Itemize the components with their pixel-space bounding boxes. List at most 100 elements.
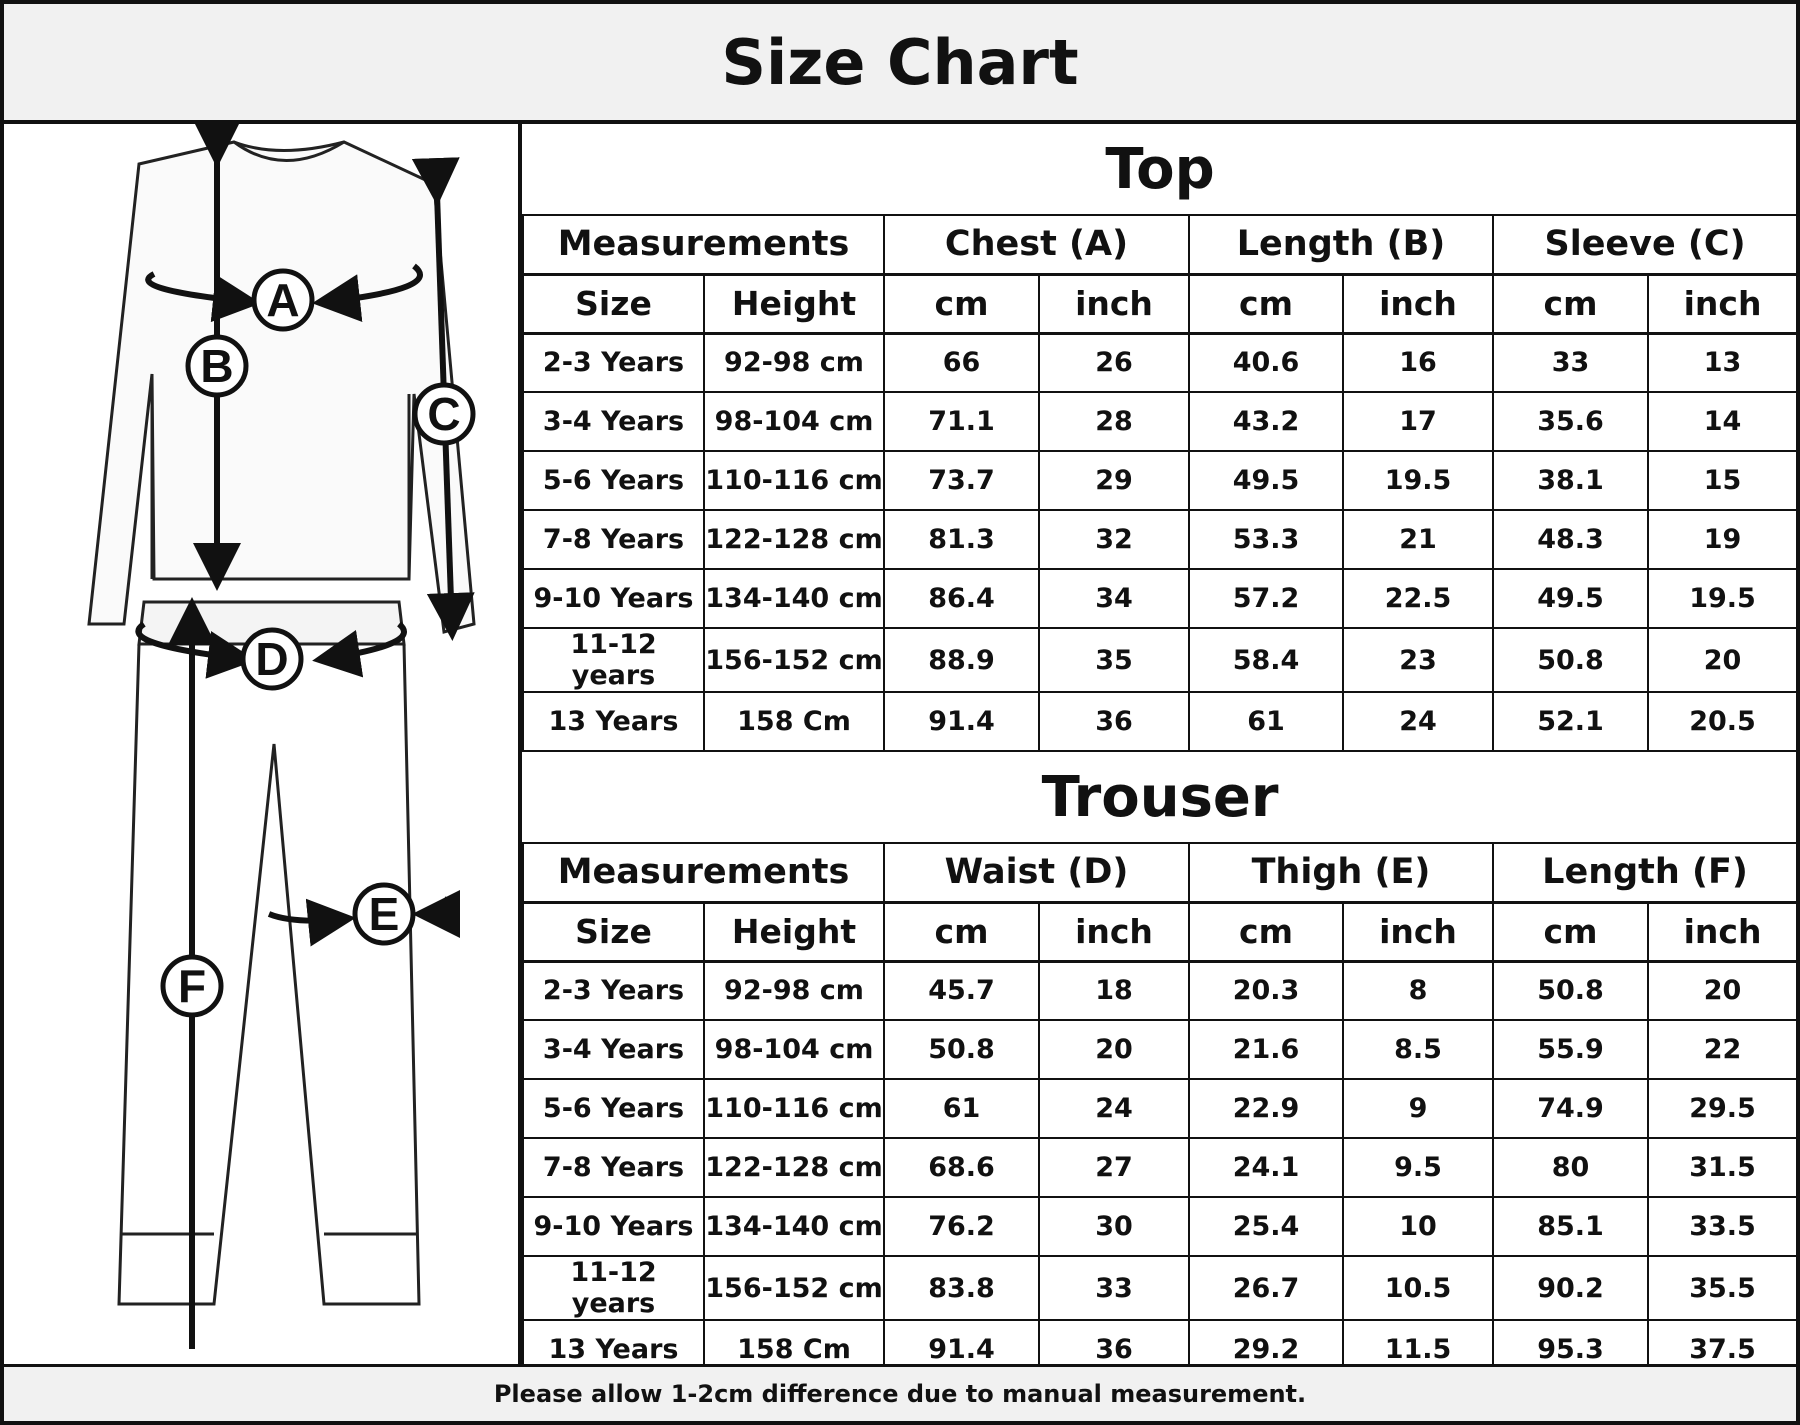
table-cell: 35 (1038, 627, 1190, 693)
table-row: 11-12 years 156-152 cm 83.8 33 26.7 10.5 90.2 3… (522, 1255, 1799, 1321)
table-cell: 20 (1646, 960, 1799, 1021)
table-cell: 24 (1342, 691, 1494, 752)
table-cell: 156-152 cm (703, 1255, 885, 1321)
svg-text:E: E (369, 888, 400, 940)
column-header: Size (522, 273, 705, 335)
table-cell: 20.3 (1188, 960, 1344, 1021)
label-f: F (160, 954, 224, 1018)
table-cell: 33 (1492, 332, 1649, 393)
column-header: cm (1188, 901, 1344, 963)
table-cell: 20 (1646, 627, 1799, 693)
subheader-row: Size Height cm inch cm inch cm inch (522, 273, 1799, 335)
top-table: Top Measurements Chest (A) Length (B) Sleeve… (522, 124, 1799, 752)
table-cell: 122-128 cm (703, 509, 885, 570)
table-cell: 53.3 (1188, 509, 1344, 570)
table-cell: 43.2 (1188, 391, 1344, 452)
group-header-row: Measurements Chest (A) Length (B) Sleeve (C… (522, 214, 1799, 276)
table-cell: 32 (1038, 509, 1190, 570)
table-cell: 5-6 Years (522, 1078, 705, 1139)
table-cell: 122-128 cm (703, 1137, 885, 1198)
table-cell: 8.5 (1342, 1019, 1494, 1080)
table-cell: 68.6 (883, 1137, 1040, 1198)
table-cell: 134-140 cm (703, 568, 885, 629)
column-header: Size (522, 901, 705, 963)
table-cell: 92-98 cm (703, 332, 885, 393)
table-cell: 22.9 (1188, 1078, 1344, 1139)
column-header: inch (1646, 273, 1799, 335)
table-cell: 29 (1038, 450, 1190, 511)
column-header: cm (1492, 273, 1649, 335)
table-cell: 50.8 (1492, 960, 1649, 1021)
trouser-table: Trouser Measurements Waist (D) Thigh (E) Len… (522, 752, 1799, 1380)
svg-text:B: B (200, 340, 233, 392)
shirt-icon (87, 140, 476, 634)
table-cell: 45.7 (883, 960, 1040, 1021)
table-cell: 50.8 (1492, 627, 1649, 693)
table-cell: 34 (1038, 568, 1190, 629)
table-cell: 91.4 (883, 691, 1040, 752)
table-cell: 57.2 (1188, 568, 1344, 629)
table-row: 3-4 Years 98-104 cm 50.8 20 21.6 8.5 55.9 22 (522, 1019, 1799, 1080)
table-row: 5-6 Years 110-116 cm 73.7 29 49.5 19.5 38.1 15 (522, 450, 1799, 511)
measurement-tables: Top Measurements Chest (A) Length (B) Sleeve… (522, 124, 1799, 1380)
table-cell: 74.9 (1492, 1078, 1649, 1139)
table-cell: 61 (883, 1078, 1040, 1139)
section-title: Trouser (523, 752, 1798, 844)
page-title: Size Chart (721, 25, 1079, 99)
subheader-row: Size Height cm inch cm inch cm inch (522, 901, 1799, 963)
table-cell: 22 (1646, 1019, 1799, 1080)
svg-text:C: C (427, 388, 460, 440)
table-cell: 27 (1038, 1137, 1190, 1198)
table-cell: 85.1 (1492, 1196, 1649, 1257)
table-cell: 49.5 (1188, 450, 1344, 511)
section-title: Top (523, 124, 1798, 216)
table-cell: 80 (1492, 1137, 1649, 1198)
column-header: inch (1646, 901, 1799, 963)
table-cell: 71.1 (883, 391, 1040, 452)
svg-text:A: A (266, 274, 299, 326)
table-cell: 110-116 cm (703, 1078, 885, 1139)
table-row: 3-4 Years 98-104 cm 71.1 28 43.2 17 35.6 14 (522, 391, 1799, 452)
column-header: inch (1342, 901, 1494, 963)
table-cell: 19 (1646, 509, 1799, 570)
table-cell: 15 (1646, 450, 1799, 511)
table-cell: 33.5 (1646, 1196, 1799, 1257)
table-cell: 23 (1342, 627, 1494, 693)
table-cell: 7-8 Years (522, 509, 705, 570)
table-cell: 21.6 (1188, 1019, 1344, 1080)
table-cell: 58.4 (1188, 627, 1344, 693)
column-header: Height (703, 901, 885, 963)
table-cell: 52.1 (1492, 691, 1649, 752)
table-cell: 76.2 (883, 1196, 1040, 1257)
title-bar: Size Chart (4, 4, 1796, 124)
table-cell: 49.5 (1492, 568, 1649, 629)
column-header: inch (1038, 901, 1190, 963)
trouser-section-header: Trouser (523, 752, 1798, 844)
label-a: A (251, 268, 315, 332)
table-cell: 81.3 (883, 509, 1040, 570)
table-cell: 2-3 Years (522, 332, 705, 393)
table-row: 2-3 Years 92-98 cm 66 26 40.6 16 33 13 (522, 332, 1799, 393)
column-header: inch (1038, 273, 1190, 335)
group-header: Sleeve (C) (1491, 214, 1799, 276)
table-cell: 98-104 cm (703, 1019, 885, 1080)
table-cell: 35.6 (1492, 391, 1649, 452)
table-cell: 26.7 (1188, 1255, 1344, 1321)
column-header: cm (1188, 273, 1344, 335)
svg-text:D: D (255, 633, 288, 685)
table-cell: 18 (1038, 960, 1190, 1021)
table-cell: 11-12 years (522, 1255, 705, 1321)
table-cell: 61 (1188, 691, 1344, 752)
table-cell: 66 (883, 332, 1040, 393)
table-cell: 28 (1038, 391, 1190, 452)
table-cell: 29.5 (1646, 1078, 1799, 1139)
column-header: inch (1342, 273, 1494, 335)
table-cell: 11-12 years (522, 627, 705, 693)
table-cell: 86.4 (883, 568, 1040, 629)
table-row: 2-3 Years 92-98 cm 45.7 18 20.3 8 50.8 20 (522, 960, 1799, 1021)
table-cell: 10.5 (1342, 1255, 1494, 1321)
table-cell: 9-10 Years (522, 1196, 705, 1257)
top-section-header: Top (523, 124, 1798, 216)
table-cell: 7-8 Years (522, 1137, 705, 1198)
